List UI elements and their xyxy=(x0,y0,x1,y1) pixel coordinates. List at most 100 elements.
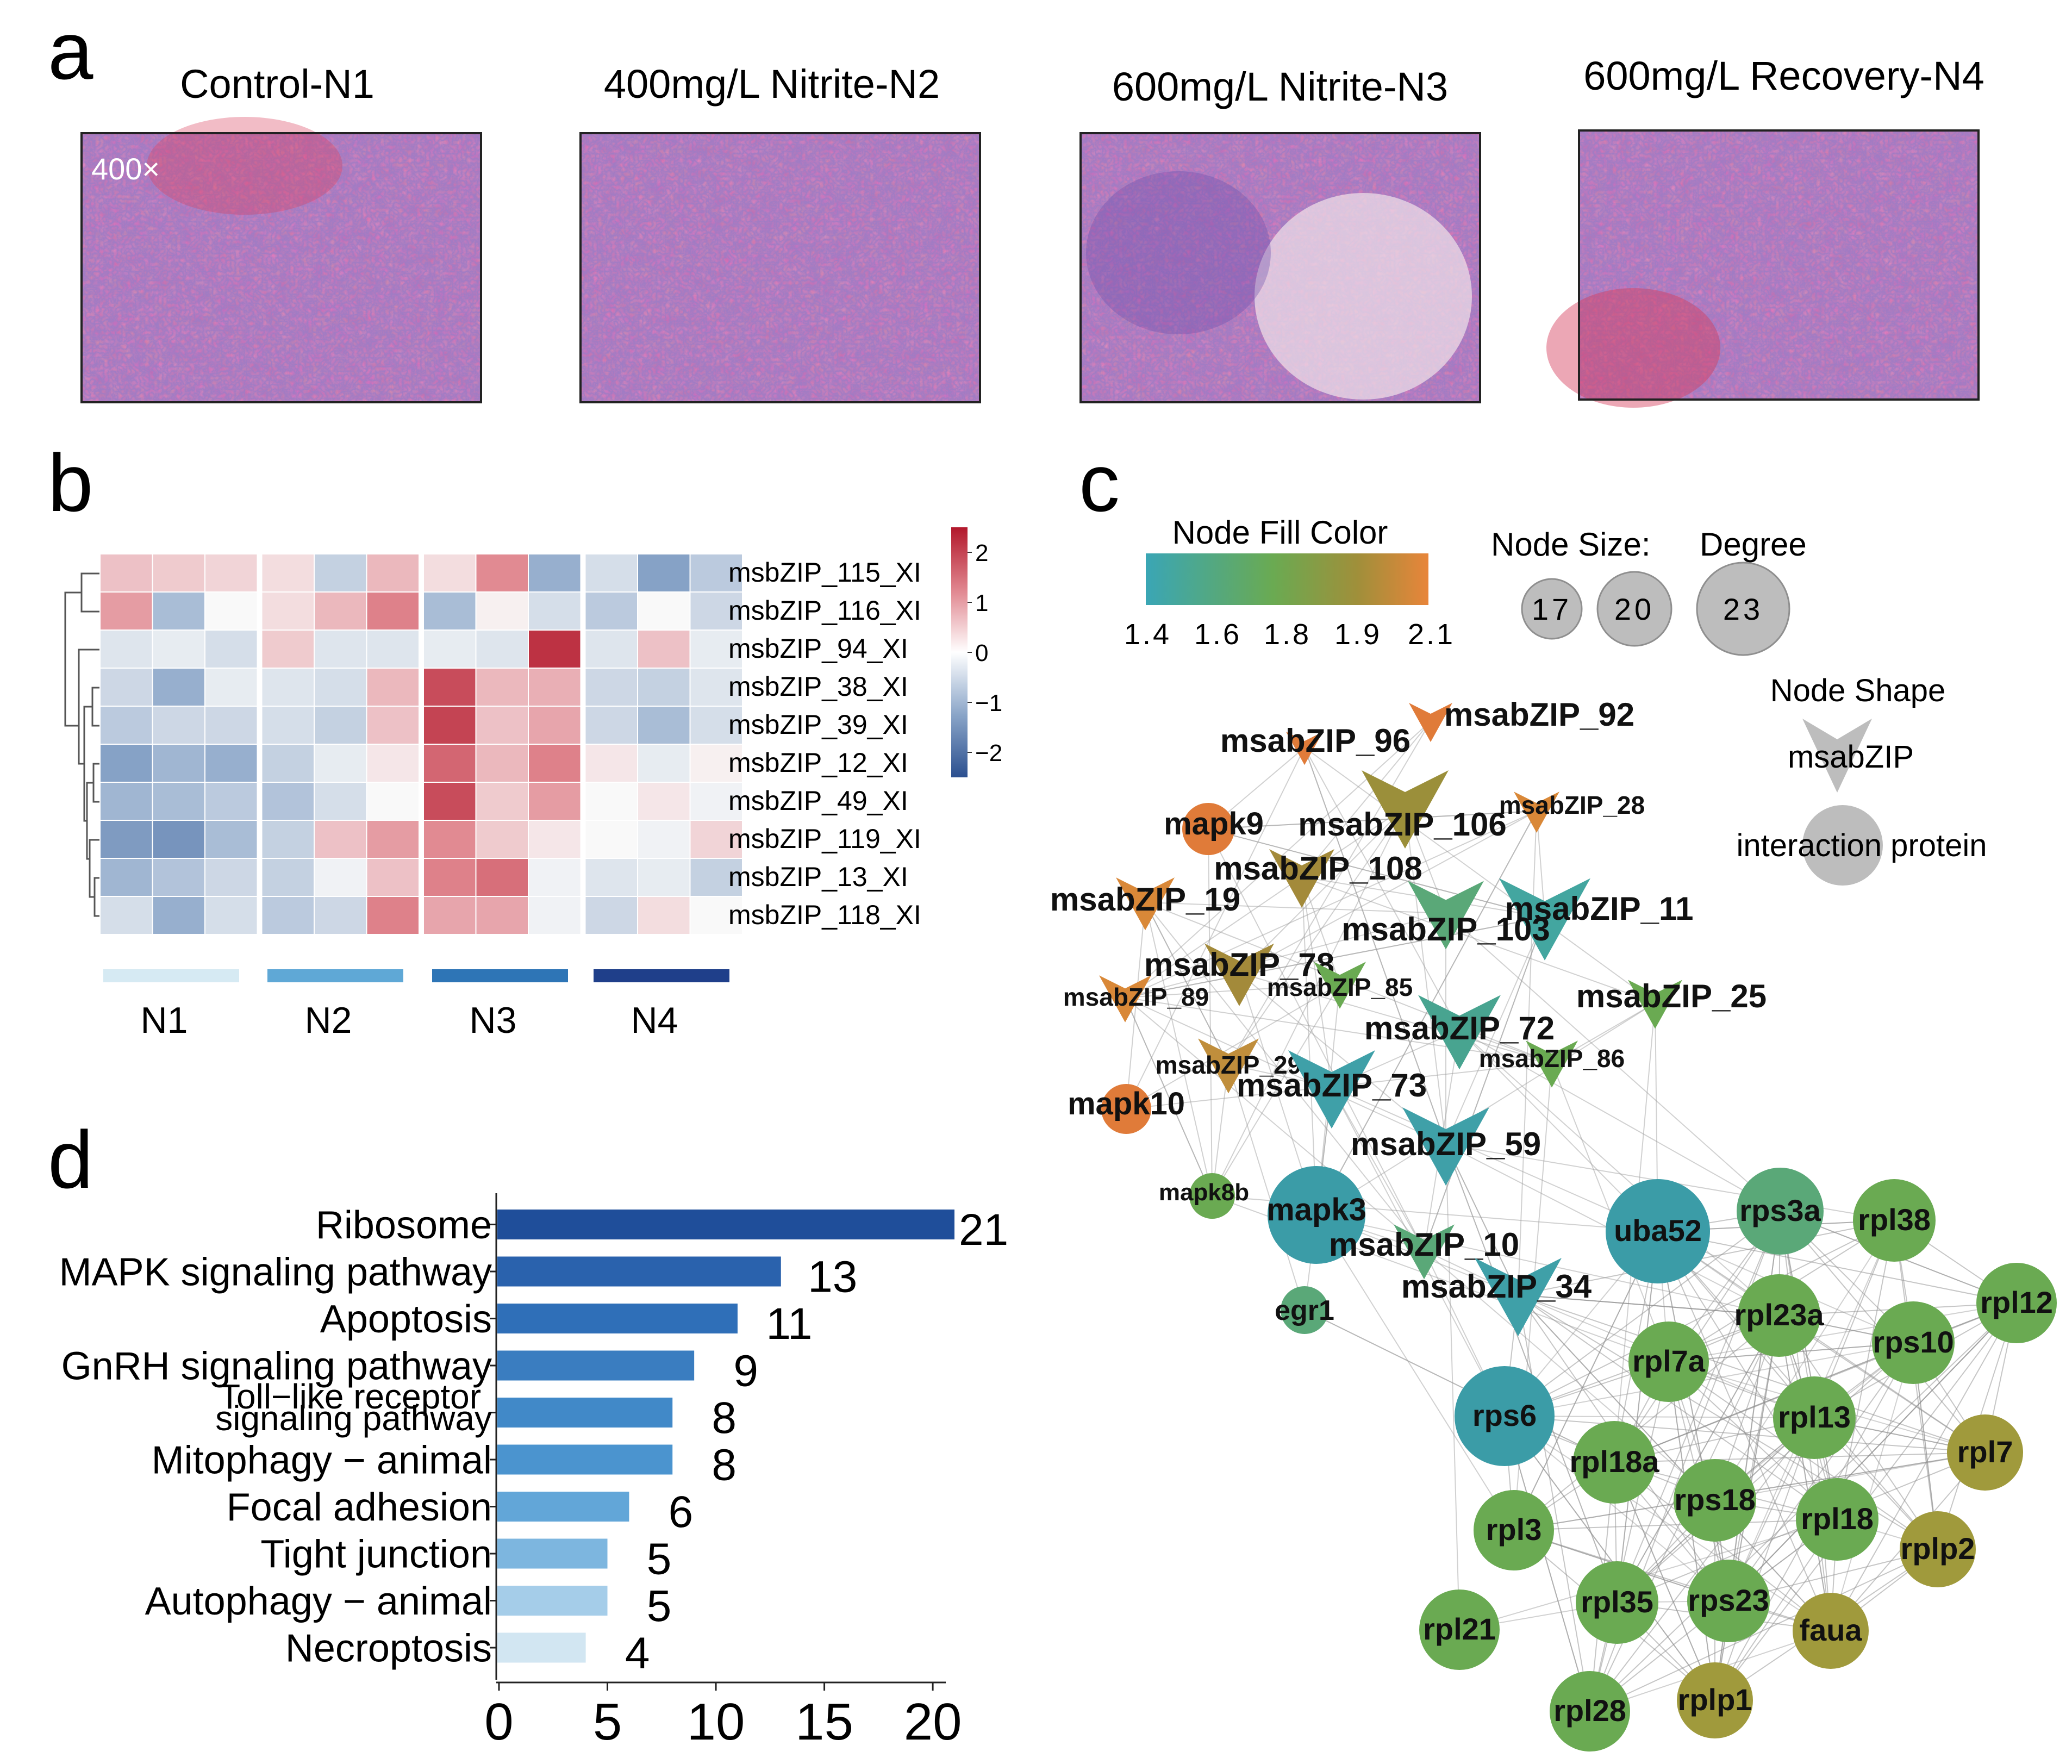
micrograph-1 xyxy=(80,117,482,403)
bar-value-label: 11 xyxy=(766,1299,812,1349)
panel-d: d 21 Ribosome 13 MAPK signaling pathway 11 Ap… xyxy=(48,1114,1008,1751)
node-msabzip-10: msabZIP_10 xyxy=(1329,1224,1519,1280)
network-edge xyxy=(1657,1231,1831,1631)
legend-fill-title: Node Fill Color xyxy=(1172,514,1388,551)
node-label: rpl3 xyxy=(1486,1512,1542,1547)
node-triangle xyxy=(1475,1258,1562,1336)
node-triangle xyxy=(1499,878,1590,961)
network-edge xyxy=(1513,1519,1838,1531)
network-edge xyxy=(1504,1342,1914,1417)
node-triangle xyxy=(1314,962,1366,1009)
micrograph-2 xyxy=(579,132,981,403)
micrograph-title-2: 400mg/L Nitrite-N2 xyxy=(604,61,940,107)
heatmap-cell xyxy=(262,897,314,934)
network-edge xyxy=(1212,807,1406,1196)
heatmap-cell xyxy=(262,859,314,896)
node-msabzip-106: msabZIP_106 xyxy=(1298,770,1507,849)
node-msabzip-29: msabZIP_29 xyxy=(1156,1038,1301,1094)
network-edge xyxy=(1331,1087,1658,1232)
micrograph-nuclei xyxy=(581,133,980,402)
node-rpl12: rpl12 xyxy=(1976,1263,2057,1343)
heatmap-cell xyxy=(101,631,152,668)
heatmap-cell xyxy=(367,897,419,934)
micrograph-frame xyxy=(80,132,482,403)
node-rps3a: rps3a xyxy=(1737,1168,1824,1255)
node-label: rpl7a xyxy=(1632,1344,1706,1378)
network-edge xyxy=(1125,997,1552,1063)
heatmap-cell xyxy=(315,631,366,668)
node-label: faua xyxy=(1799,1613,1862,1647)
legend-tf-triangle xyxy=(1802,719,1872,793)
node-msabzip-78: msabZIP_78 xyxy=(1144,943,1334,1006)
network-edge xyxy=(1331,1087,1425,1251)
node-label: egr1 xyxy=(1275,1295,1334,1326)
heatmap-cell xyxy=(476,707,528,744)
heatmap-cell xyxy=(690,897,742,934)
node-rpl23a: rpl23a xyxy=(1734,1274,1824,1357)
network-edge xyxy=(1304,1310,1615,1463)
network-edge xyxy=(1589,1361,1669,1712)
network-edge xyxy=(1617,1342,1914,1603)
heatmap-cell xyxy=(262,707,314,744)
node-label: rplp1 xyxy=(1678,1682,1752,1717)
network-edge xyxy=(1228,1064,1305,1311)
node-triangle xyxy=(1418,995,1501,1070)
node-msabzip-28: msabZIP_28 xyxy=(1499,791,1645,833)
node-triangle xyxy=(1288,1050,1375,1129)
panel-b: b msbZIP_115_XI msbZIP_116_XI msbZIP_94_XI… xyxy=(48,437,1002,1041)
panel-c: c msabZIP_92 msabZIP_96 msabZIP_28 mapk9 msa… xyxy=(1050,437,2057,1751)
node-triangle xyxy=(1408,881,1484,950)
category-label-line: signaling pathway xyxy=(215,1399,492,1438)
heatmap-cell xyxy=(529,631,581,668)
heatmap-cell xyxy=(262,593,314,629)
heatmap-cell xyxy=(153,707,204,744)
node-rps10: rps10 xyxy=(1872,1301,1955,1384)
network-edge xyxy=(1504,1220,1895,1417)
bar-value-label: 5 xyxy=(647,1535,672,1584)
node-rps23: rps23 xyxy=(1687,1560,1770,1642)
heatmap-cell xyxy=(690,631,742,668)
network-edge xyxy=(1316,811,1537,1216)
network-edge xyxy=(1504,1416,1986,1453)
heatmap-cell xyxy=(424,745,476,782)
network-edge xyxy=(1125,876,1302,998)
micrograph-frame xyxy=(1578,129,1980,401)
node-circle xyxy=(1737,1168,1824,1255)
heatmap-cell xyxy=(315,897,366,934)
node-mapk9: mapk9 xyxy=(1164,803,1264,855)
heatmap-cell xyxy=(638,631,690,668)
node-label: mapk10 xyxy=(1068,1086,1185,1121)
heatmap-cell xyxy=(367,821,419,858)
heatmap-cell xyxy=(529,707,581,744)
legend-size-circle xyxy=(1696,562,1790,656)
heatmap-cell xyxy=(476,745,528,782)
network-edge xyxy=(1304,747,1446,1145)
legend-shape-tf: msabZIP xyxy=(1788,739,1914,775)
node-triangle xyxy=(1402,1107,1489,1186)
heatmap-cell xyxy=(585,821,637,858)
heatmap-cell xyxy=(638,554,690,591)
micrograph-4 xyxy=(1546,129,1980,408)
heatmap-cell xyxy=(690,783,742,820)
node-label: msabZIP_108 xyxy=(1214,850,1422,887)
network-edge xyxy=(1228,721,1431,1065)
micrograph-3 xyxy=(1079,132,1481,403)
node-label: msabZIP_28 xyxy=(1499,791,1645,819)
network-edge xyxy=(1301,876,1317,1216)
node-triangle xyxy=(1269,849,1334,908)
network-edge xyxy=(1513,1315,1780,1531)
heatmap-cell xyxy=(153,593,204,629)
panel-a: a Control-N1 400mg/L Nitrite-N2 600mg/L Ni… xyxy=(48,5,1984,408)
node-circle xyxy=(1576,1561,1658,1644)
legend-size-23: 23 xyxy=(1696,562,1790,656)
colorbar-tick-label: −2 xyxy=(975,740,1002,766)
heatmap-cell xyxy=(529,593,581,629)
category-label: Apoptosis xyxy=(320,1298,492,1341)
x-tick-label: 15 xyxy=(795,1693,853,1751)
heatmap-cell xyxy=(367,631,419,668)
node-triangle xyxy=(1394,1224,1455,1280)
legend-fill-tick: 2.1 xyxy=(1408,618,1455,651)
heatmap-cell xyxy=(529,745,581,782)
node-label: mapk3 xyxy=(1266,1192,1366,1227)
node-label: msabZIP_34 xyxy=(1401,1268,1592,1305)
